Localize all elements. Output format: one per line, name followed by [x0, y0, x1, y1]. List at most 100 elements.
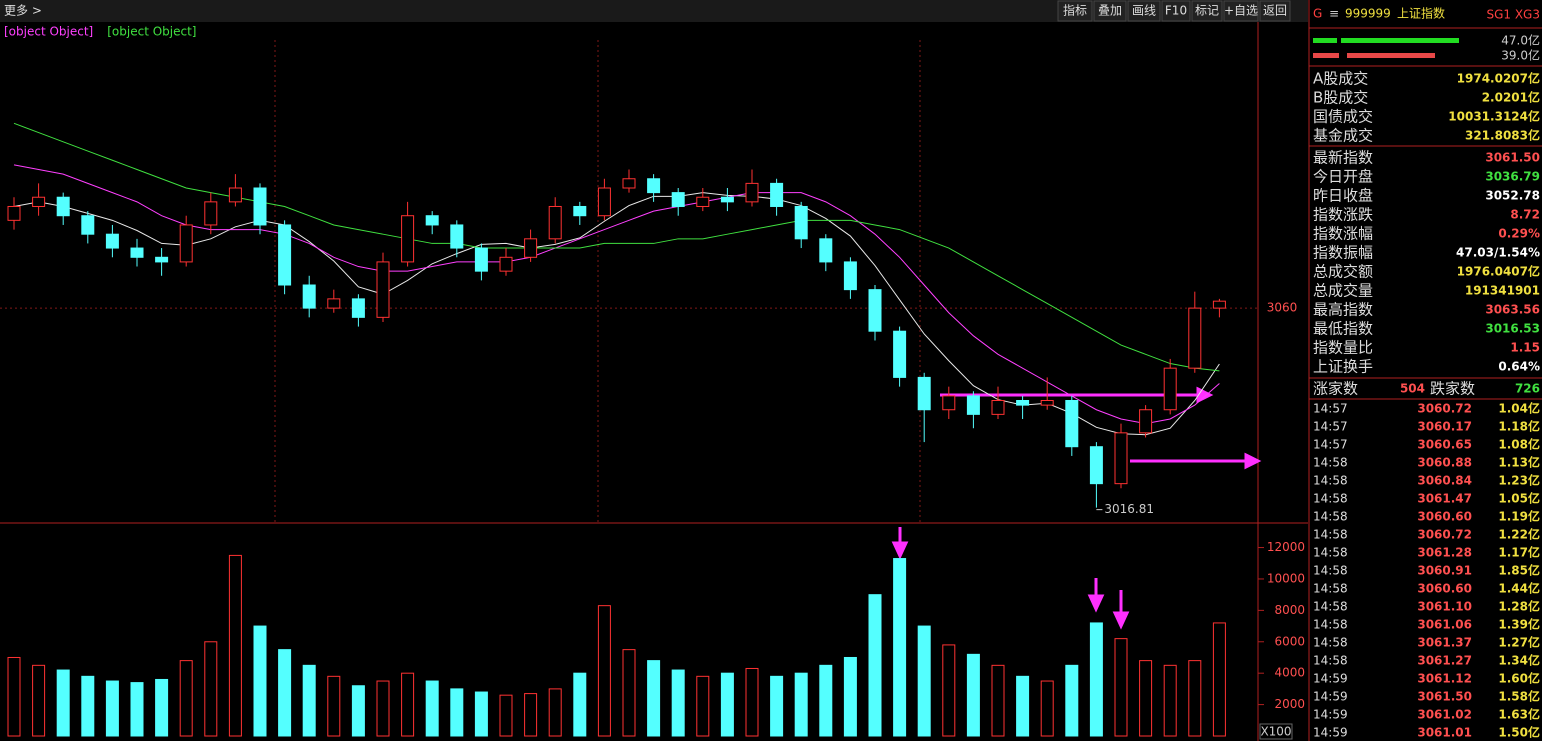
volume-bar — [1065, 664, 1079, 737]
volume-bar — [327, 675, 341, 737]
stat-label: 最高指数 — [1313, 301, 1373, 319]
tick-time: 14:59 — [1313, 708, 1348, 722]
tick-volume: 1.60亿 — [1498, 671, 1540, 686]
tick-price: 3060.91 — [1417, 564, 1472, 578]
stat-value: 3016.53 — [1485, 322, 1540, 336]
volume-bar — [966, 653, 980, 737]
tick-time: 14:58 — [1313, 492, 1348, 506]
advance-label: 涨家数 — [1313, 380, 1358, 398]
decline-label: 跌家数 — [1430, 380, 1475, 398]
volume-bar — [130, 682, 144, 737]
tick-volume: 1.17亿 — [1498, 545, 1540, 560]
tick-price: 3061.28 — [1417, 546, 1472, 560]
toolbar-button[interactable] — [1191, 0, 1223, 22]
candle-body — [1089, 446, 1103, 485]
volume-bar — [1016, 675, 1030, 737]
tick-volume: 1.04亿 — [1498, 401, 1540, 416]
volume-bar — [720, 672, 734, 737]
candle-body — [1212, 300, 1226, 309]
tick-price: 3060.88 — [1417, 456, 1472, 470]
candle-body — [770, 182, 784, 207]
volume-bar — [278, 649, 292, 737]
stat-label: 指数涨幅 — [1313, 225, 1373, 243]
candle-body — [966, 395, 980, 415]
stat-label: 基金成交 — [1313, 127, 1373, 145]
tick-price: 3061.01 — [1417, 726, 1472, 740]
ratio-label: 39.0亿 — [1501, 48, 1540, 63]
volume-bar — [622, 649, 636, 737]
toolbar-button-label[interactable]: 叠加 — [1098, 4, 1122, 18]
tick-price: 3060.72 — [1417, 402, 1472, 416]
candle-body — [450, 224, 464, 249]
candle-body — [1188, 307, 1202, 369]
candle-body — [893, 330, 907, 378]
candle-body — [499, 256, 513, 272]
tick-price: 3061.37 — [1417, 636, 1472, 650]
tick-price: 3061.50 — [1417, 690, 1472, 704]
stat-label: A股成交 — [1313, 70, 1368, 88]
candle-body — [155, 256, 169, 263]
toolbar — [0, 0, 1308, 22]
tick-price: 3061.27 — [1417, 654, 1472, 668]
ratio-bar — [1347, 53, 1435, 58]
menu-icon[interactable]: ≡ — [1329, 7, 1339, 21]
volume-bar — [917, 625, 931, 737]
toolbar-button[interactable] — [1223, 0, 1259, 22]
tick-time: 14:58 — [1313, 510, 1348, 524]
stat-label: 国债成交 — [1313, 108, 1373, 126]
tick-volume: 1.19亿 — [1498, 509, 1540, 524]
more-link[interactable]: 更多 > — [4, 4, 42, 18]
y-tick-label: 8000 — [1274, 603, 1305, 617]
toolbar-button[interactable] — [1259, 0, 1291, 22]
volume-bar — [81, 675, 95, 737]
candle-body — [942, 395, 956, 411]
stat-label: 昨日收盘 — [1313, 187, 1373, 205]
volume-bar — [1040, 680, 1054, 737]
volume-bar — [155, 678, 169, 737]
candle-body — [843, 261, 857, 291]
tick-time: 14:59 — [1313, 726, 1348, 740]
stat-value: 3061.50 — [1485, 151, 1540, 165]
stat-value: 1976.0407亿 — [1457, 264, 1540, 279]
arrow-head — [1087, 594, 1105, 613]
stat-value: 10031.3124亿 — [1448, 109, 1540, 124]
toolbar-button[interactable] — [1161, 0, 1191, 22]
ratio-bar — [1313, 38, 1337, 43]
ma-line — [13, 164, 1220, 425]
volume-bar — [1089, 622, 1103, 737]
candle-body — [794, 205, 808, 240]
candle-body — [597, 187, 611, 217]
toolbar-button[interactable] — [1093, 0, 1127, 22]
volume-bar — [401, 672, 415, 737]
toolbar-button-label[interactable]: 画线 — [1132, 4, 1156, 18]
tick-volume: 1.23亿 — [1498, 473, 1540, 488]
candle-body — [179, 224, 193, 263]
toolbar-button-label[interactable]: 指标 — [1063, 3, 1087, 18]
arrow-head — [1244, 452, 1262, 470]
stat-label: 总成交量 — [1313, 282, 1373, 300]
toolbar-button-label[interactable]: 标记 — [1195, 4, 1219, 18]
stat-label: B股成交 — [1313, 89, 1368, 107]
candle-body — [302, 284, 316, 309]
low-label: 3016.81 — [1104, 502, 1154, 516]
tick-price: 3060.65 — [1417, 438, 1472, 452]
y-tick-label: 12000 — [1267, 540, 1305, 554]
toolbar-button[interactable] — [1127, 0, 1161, 22]
toolbar-button[interactable] — [1057, 0, 1093, 22]
stat-value: 3052.78 — [1485, 189, 1540, 203]
volume-bar — [228, 554, 242, 737]
toolbar-button-label[interactable]: F10 — [1165, 4, 1187, 18]
volume-bar — [7, 656, 21, 737]
tick-time: 14:58 — [1313, 546, 1348, 560]
toolbar-button-label[interactable]: 返回 — [1263, 4, 1287, 18]
y-tick-label: 10000 — [1267, 571, 1305, 585]
stat-value: 3063.56 — [1485, 303, 1540, 317]
stat-label: 指数涨跌 — [1313, 206, 1373, 224]
candle-body — [253, 187, 267, 226]
candle-body — [991, 400, 1005, 415]
tick-time: 14:58 — [1313, 654, 1348, 668]
tick-time: 14:57 — [1313, 420, 1348, 434]
volume-bar — [671, 669, 685, 737]
toolbar-button-label[interactable]: +自选 — [1224, 4, 1258, 18]
